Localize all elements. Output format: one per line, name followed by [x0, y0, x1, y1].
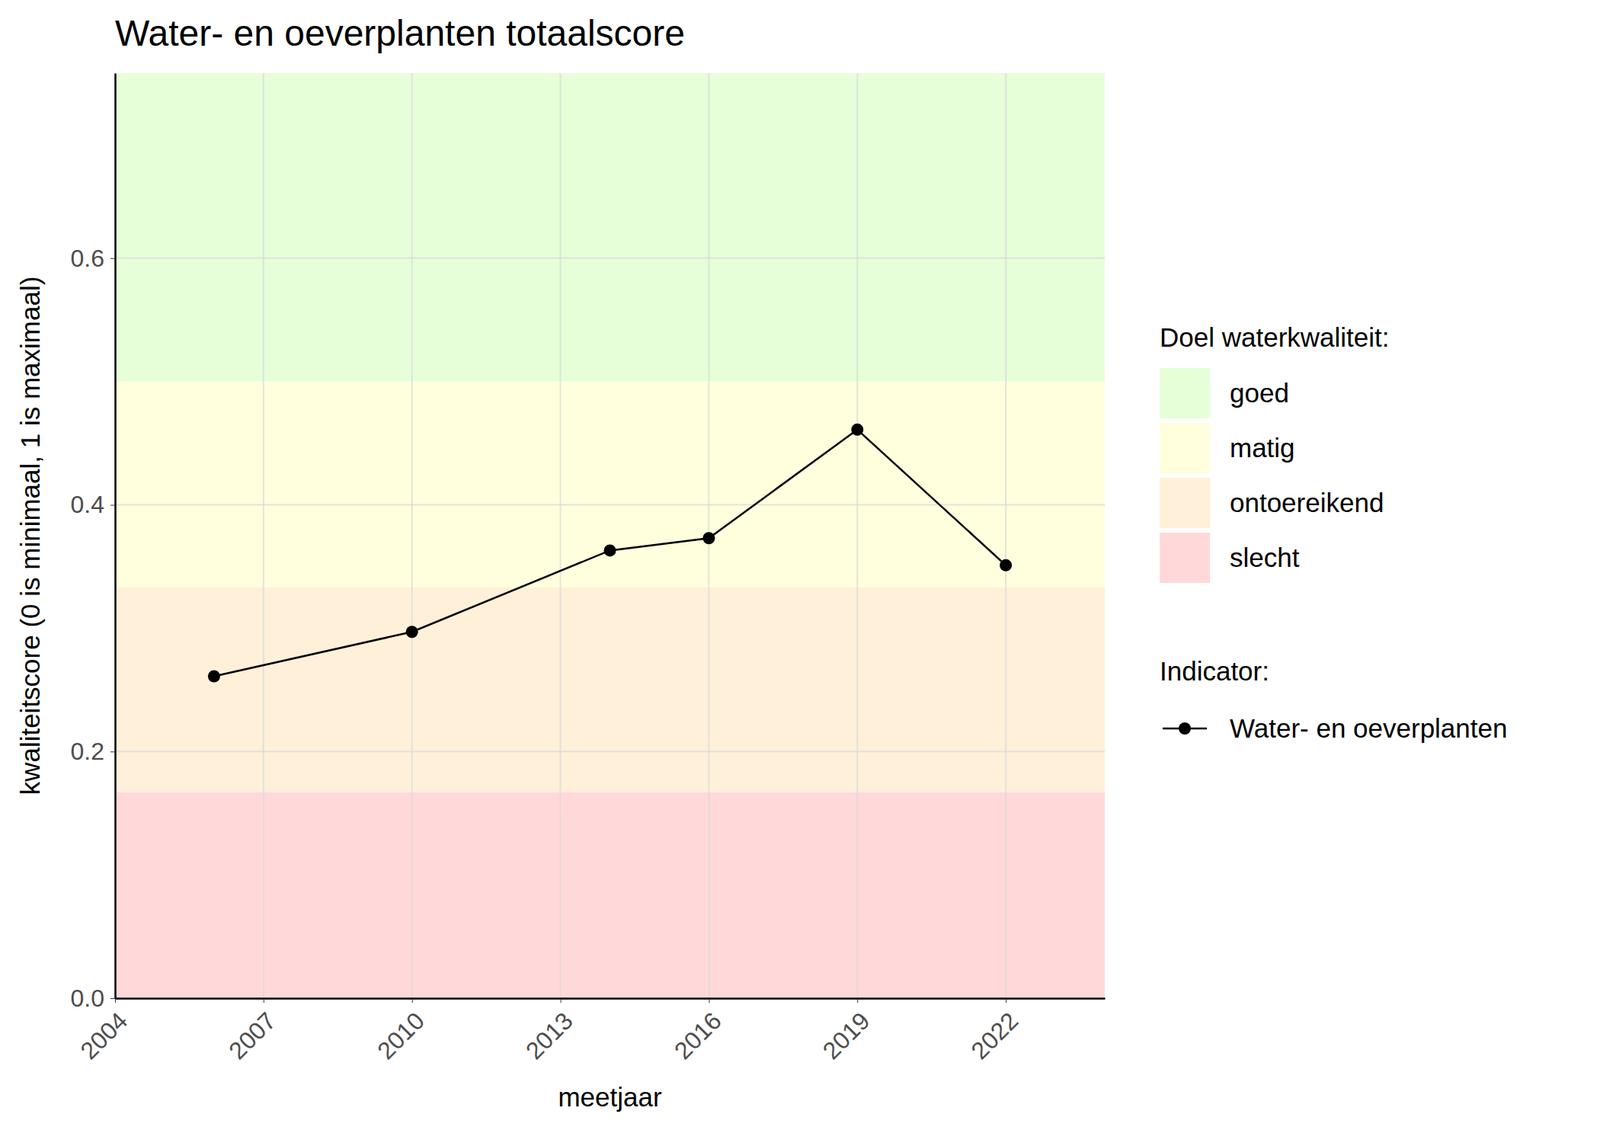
x-tick-mark [708, 998, 710, 1003]
data-point [702, 531, 715, 544]
x-tick: 2007 [223, 998, 282, 1065]
y-axis-title: kwaliteitscore (0 is minimaal, 1 is maxi… [15, 276, 45, 796]
legend-label: matig [1229, 432, 1296, 463]
legend-label: slecht [1229, 542, 1300, 573]
legend-swatch [1159, 532, 1210, 583]
y-tick: 0.6 [70, 244, 116, 272]
legend-title: Indicator: [1159, 656, 1270, 686]
legend-label: Water- en oeverplanten [1229, 713, 1508, 743]
y-axis-line [114, 73, 117, 999]
legend-label: ontoereikend [1229, 487, 1384, 518]
series-line [214, 429, 1006, 677]
legend: Doel waterkwaliteit: goed matig ontoereiken… [1159, 322, 1508, 743]
x-tick-label: 2004 [74, 1006, 133, 1065]
data-point [208, 670, 221, 683]
x-tick: 2013 [520, 998, 579, 1065]
y-axis: 0.0 0.2 0.4 0.6 [70, 73, 116, 1012]
legend-swatch [1159, 368, 1210, 419]
x-tick-label: 2022 [966, 1006, 1024, 1065]
x-tick: 2022 [966, 998, 1024, 1065]
x-tick-mark [115, 998, 116, 1003]
x-tick: 2010 [371, 998, 430, 1065]
data-point [851, 423, 864, 436]
x-tick: 2019 [817, 998, 876, 1065]
y-tick-label: 0.6 [70, 244, 105, 272]
title: Water- en oeverplanten totaalscore [115, 12, 685, 54]
data-point [406, 625, 419, 638]
y-tick-label: 0.4 [70, 490, 105, 519]
legend-swatch [1159, 477, 1210, 528]
grid-line-x [1004, 73, 1007, 999]
y-tick-mark [110, 751, 116, 752]
plot-area: 0.0 0.2 0.4 0.6 2004 2007 2010 2013 2016 2019 2022 [70, 73, 1106, 1065]
x-tick: 2004 [74, 998, 133, 1065]
legend-label: goed [1229, 377, 1290, 408]
x-tick-label: 2016 [668, 1006, 727, 1065]
y-tick: 0.0 [70, 984, 116, 1012]
x-tick-mark [560, 998, 562, 1003]
x-axis-title: meetjaar [557, 1081, 663, 1112]
y-tick: 0.4 [70, 490, 116, 519]
legend-swatch [1159, 422, 1210, 474]
legend-title: Doel waterkwaliteit: [1159, 322, 1390, 352]
y-tick-mark [110, 505, 116, 506]
x-tick-mark [1005, 998, 1007, 1003]
grid-line-x [262, 73, 265, 999]
x-axis: 2004 2007 2010 2013 2016 2019 2022 [74, 998, 1105, 1065]
y-tick-label: 0.2 [70, 737, 105, 765]
x-tick: 2016 [668, 998, 727, 1065]
x-tick-label: 2013 [520, 1006, 579, 1065]
x-tick-mark [857, 998, 858, 1003]
data-point [999, 559, 1012, 572]
x-tick-label: 2007 [223, 1006, 282, 1065]
grid-line-x [115, 73, 116, 999]
grid-line-x [560, 73, 562, 999]
x-tick-label: 2010 [371, 1006, 430, 1065]
x-tick-mark [263, 998, 265, 1003]
plot-marks [115, 73, 1105, 999]
y-tick-label: 0.0 [70, 984, 105, 1012]
data-point [604, 544, 617, 557]
grid-line-x [856, 73, 858, 999]
x-tick-label: 2019 [817, 1006, 876, 1065]
y-tick: 0.2 [70, 737, 116, 765]
chart: Water- en oeverplanten totaalscore 0.0 0.2… [0, 0, 1600, 1143]
y-tick-mark [110, 998, 116, 999]
grid-line-x [411, 73, 413, 999]
y-tick-mark [110, 258, 116, 260]
legend-marker [1178, 722, 1191, 735]
x-tick-mark [412, 998, 413, 1003]
